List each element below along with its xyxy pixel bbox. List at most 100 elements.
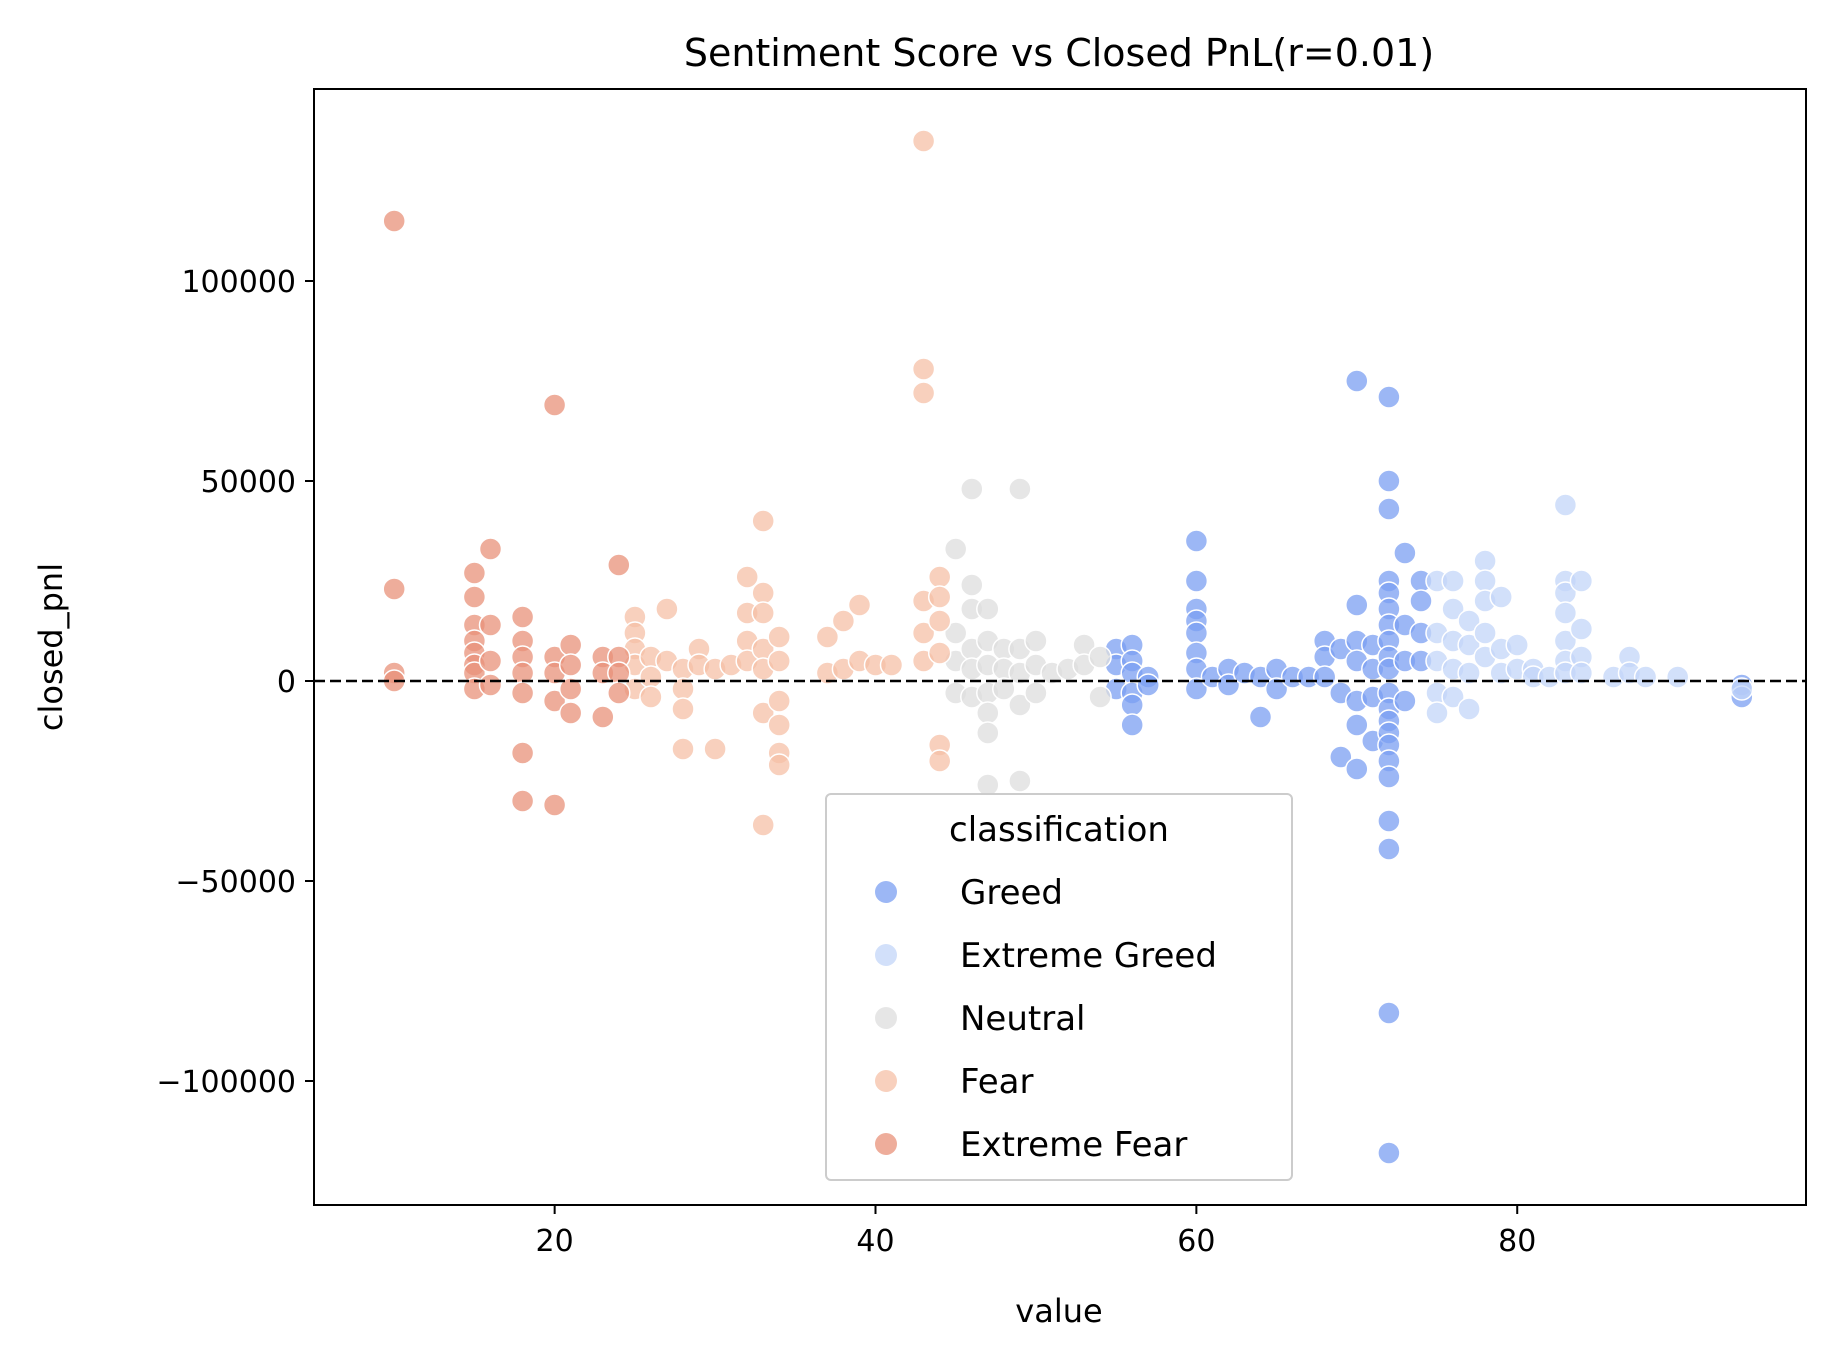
point-greed-8 [1120,713,1144,737]
point-extreme-greed-9 [1441,685,1465,709]
point-extreme-fear-30 [558,677,583,701]
legend-marker-greed [875,881,897,903]
point-extreme-greed-27 [1553,493,1578,517]
point-extreme-fear-28 [558,633,583,657]
point-neutral-33 [1088,685,1112,709]
point-extreme-fear-4 [462,561,487,585]
point-extreme-greed-6 [1441,597,1465,621]
point-extreme-fear-27 [542,793,567,817]
point-extreme-fear-16 [510,605,535,629]
y-tick-label: 50000 [201,465,296,500]
point-extreme-greed-41 [1633,665,1658,689]
point-extreme-fear-1 [382,577,406,601]
point-greed-67 [1393,541,1417,565]
x-tick-label: 40 [856,1224,894,1259]
point-extreme-fear-13 [478,613,503,637]
point-greed-65 [1377,1001,1401,1025]
point-fear-17 [703,737,727,761]
point-neutral-32 [1088,645,1112,669]
legend-label-extreme-greed: Extreme Greed [960,936,1217,976]
point-fear-45 [911,357,936,381]
point-neutral-23 [1008,693,1032,717]
point-greed-47 [1377,469,1401,493]
point-extreme-fear-31 [558,701,583,725]
point-neutral-27 [1024,681,1048,705]
point-fear-23 [751,509,775,533]
x-axis-label: value [1015,1292,1102,1330]
point-fear-48 [911,621,936,645]
point-greed-21 [1216,673,1241,697]
point-greed-31 [1312,665,1337,689]
point-neutral-14 [976,701,1000,725]
point-neutral-16 [976,773,1000,797]
y-tick-label: 100000 [181,265,296,300]
point-fear-30 [767,625,791,649]
point-extreme-greed-4 [1425,701,1449,725]
legend-label-extreme-fear: Extreme Fear [960,1125,1187,1165]
point-fear-32 [767,689,791,713]
point-greed-35 [1345,369,1369,393]
point-fear-40 [847,593,872,617]
point-extreme-greed-15 [1473,569,1497,593]
point-neutral-25 [1024,629,1048,653]
point-fear-46 [911,381,936,405]
point-extreme-fear-12 [478,537,503,561]
point-fear-55 [927,749,952,773]
point-fear-19 [735,565,759,589]
point-fear-8 [655,597,679,621]
point-neutral-20 [1008,477,1032,501]
legend-marker-fear [875,1070,897,1092]
point-fear-25 [751,601,775,625]
y-tick-label: −50000 [175,865,296,900]
point-greed-62 [1377,765,1401,789]
point-greed-41 [1345,757,1369,781]
point-extreme-fear-23 [542,393,567,417]
point-extreme-fear-21 [510,741,535,765]
point-extreme-fear-29 [558,653,583,677]
point-extreme-fear-22 [510,789,535,813]
x-tick-label: 80 [1498,1224,1536,1259]
point-greed-72 [1409,589,1433,613]
point-fear-28 [751,701,775,725]
legend-label-greed: Greed [960,873,1063,913]
point-fear-31 [767,649,791,673]
point-extreme-greed-22 [1505,633,1529,657]
legend-label-fear: Fear [960,1062,1033,1102]
point-neutral-4 [960,477,984,501]
point-extreme-fear-20 [510,681,535,705]
point-greed-18 [1184,677,1209,701]
y-tick-label: 0 [277,665,296,700]
point-fear-44 [911,129,936,153]
point-extreme-greed-10 [1457,609,1481,633]
point-fear-43 [879,653,904,677]
point-greed-15 [1184,621,1209,645]
point-extreme-greed-35 [1569,617,1594,641]
point-fear-50 [927,565,952,589]
point-extreme-greed-42 [1665,665,1690,689]
point-greed-26 [1264,677,1289,701]
point-extreme-fear-26 [542,689,567,713]
point-extreme-greed-13 [1457,697,1481,721]
point-extreme-greed-14 [1473,549,1497,573]
legend-marker-extreme-greed [875,944,897,966]
point-extreme-greed-17 [1473,621,1497,645]
point-neutral-15 [976,721,1000,745]
plot-area-frame [313,88,1807,1206]
point-greed-34 [1329,745,1353,769]
x-tick-label: 20 [536,1224,574,1259]
point-extreme-greed-30 [1553,601,1578,625]
point-extreme-greed-11 [1457,633,1481,657]
point-extreme-greed-5 [1441,569,1465,593]
point-fear-33 [767,713,791,737]
point-neutral-5 [960,573,984,597]
point-greed-63 [1377,809,1401,833]
point-fear-24 [751,581,775,605]
point-extreme-fear-34 [591,705,615,729]
point-fear-13 [671,737,695,761]
point-extreme-greed-43 [1730,677,1754,701]
legend-marker-extreme-fear [875,1133,897,1155]
point-greed-7 [1120,693,1144,717]
legend-title: classification [949,810,1169,850]
point-neutral-24 [1008,769,1032,793]
y-axis-label: closed_pnl [32,563,70,731]
